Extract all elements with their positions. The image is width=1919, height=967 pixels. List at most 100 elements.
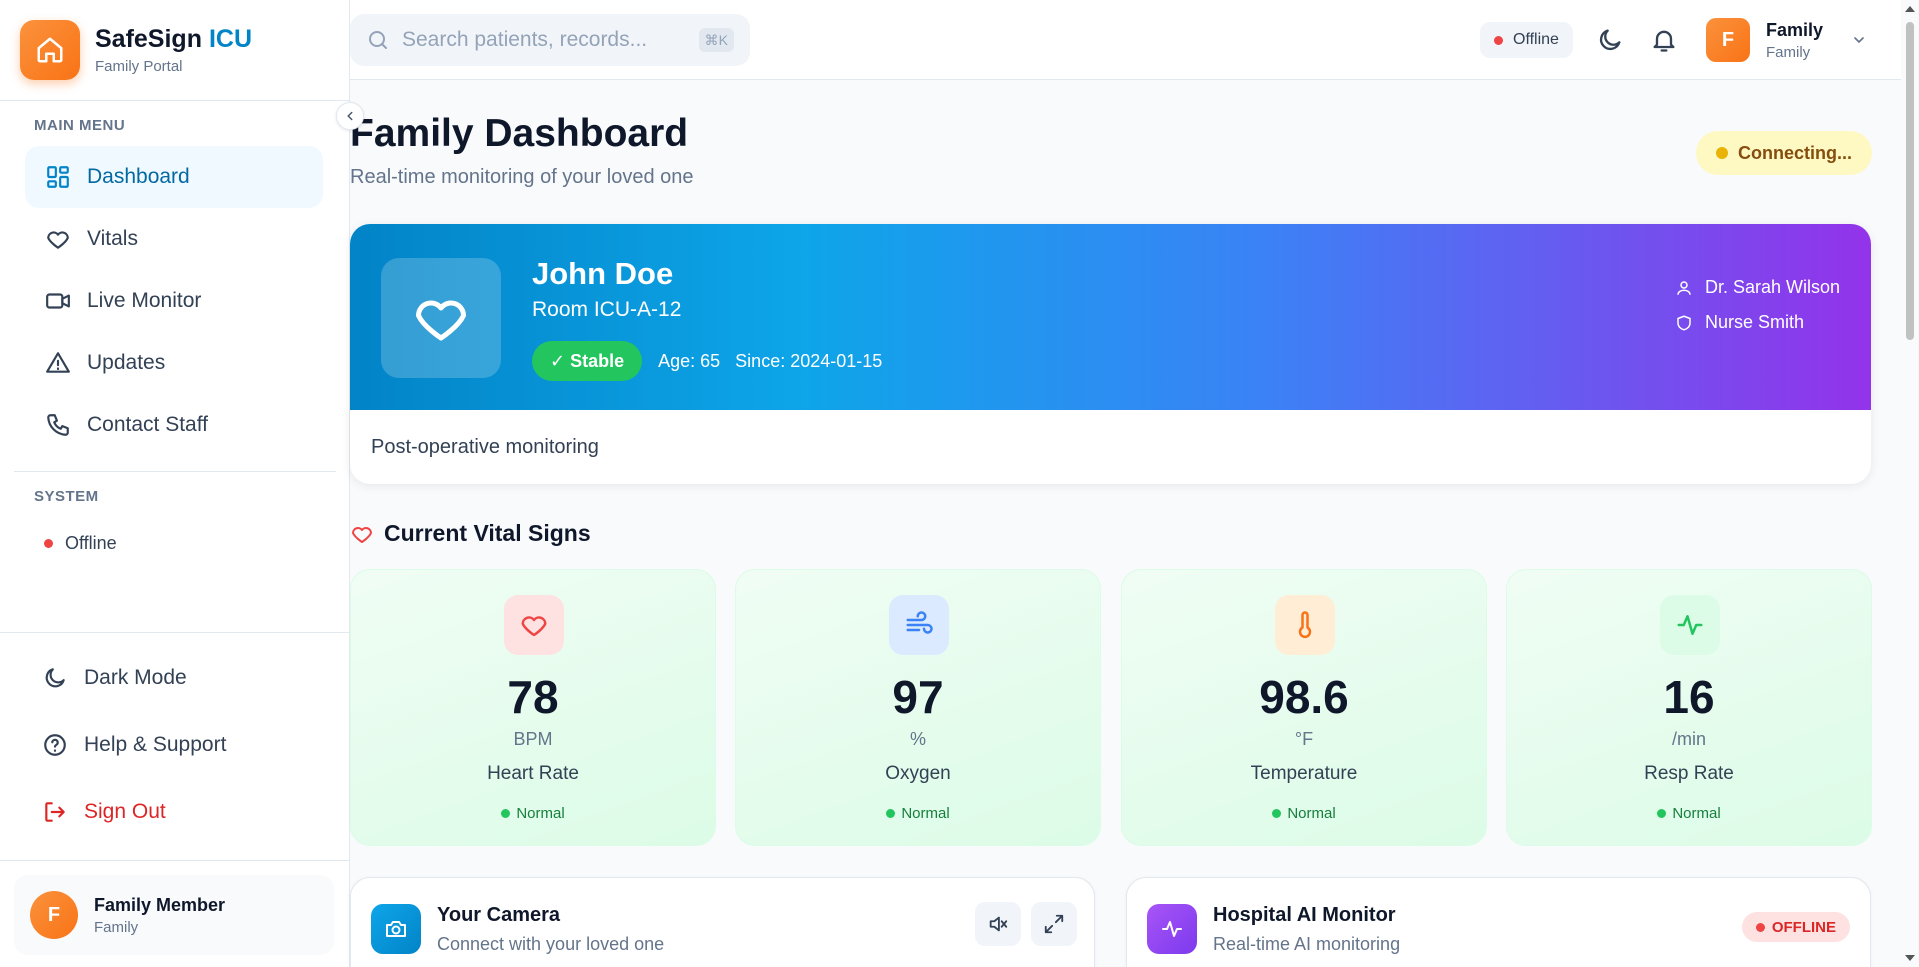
- vital-status: Normal: [1507, 805, 1871, 822]
- heart-icon: [47, 231, 69, 249]
- doctor-name: Dr. Sarah Wilson: [1705, 277, 1841, 297]
- topbar: ⌘K Offline F Family Family: [350, 0, 1901, 80]
- page-title: Family Dashboard: [350, 112, 689, 155]
- main-menu-title: MAIN MENU: [34, 117, 126, 134]
- sidebar-item-contact-staff[interactable]: Contact Staff: [25, 394, 323, 456]
- activity-icon: [1660, 595, 1720, 655]
- scrollbar-thumb[interactable]: [1906, 22, 1914, 340]
- vital-card-temperature[interactable]: 98.6 °F Temperature Normal: [1121, 569, 1487, 846]
- ai-monitor-subtitle: Real-time AI monitoring: [1213, 934, 1401, 954]
- connection-status-label: Offline: [1513, 31, 1559, 48]
- avatar: F: [30, 891, 78, 939]
- vital-unit: /min: [1671, 729, 1706, 749]
- sidebar-item-live-monitor[interactable]: Live Monitor: [25, 270, 323, 332]
- system-status: Offline: [44, 533, 117, 554]
- vital-status-label: Normal: [1287, 805, 1336, 822]
- status-dot: [501, 809, 511, 818]
- vital-value: 97: [892, 671, 944, 723]
- scroll-up-icon[interactable]: [1905, 6, 1915, 12]
- collapse-sidebar-button[interactable]: [336, 102, 364, 130]
- user-name: Family Member: [94, 894, 226, 915]
- volume-mute-icon: [989, 916, 1008, 932]
- vital-status: Normal: [736, 805, 1100, 822]
- vital-status-label: Normal: [1672, 805, 1721, 822]
- brand-subtitle: Family Portal: [95, 58, 183, 75]
- patient-meta: ✓ Stable Age: 65 Since: 2024-01-15: [532, 341, 882, 381]
- user-role: Family: [1766, 43, 1811, 61]
- wind-icon: [889, 595, 949, 655]
- avatar: F: [1706, 18, 1750, 62]
- brand[interactable]: SafeSign ICU Family Portal: [20, 20, 252, 80]
- ai-monitor-panel: Hospital AI Monitor Real-time AI monitor…: [1126, 877, 1871, 967]
- sidebar-item-label: Contact Staff: [87, 413, 209, 436]
- dark-mode-label: Dark Mode: [84, 666, 187, 689]
- divider: [14, 471, 336, 472]
- mute-button[interactable]: [975, 902, 1021, 946]
- vital-label: Temperature: [1250, 763, 1358, 784]
- vital-label: Oxygen: [885, 763, 951, 784]
- camera-subtitle: Connect with your loved one: [437, 934, 665, 954]
- patient-name: John Doe: [532, 256, 674, 291]
- user-name: Family: [1766, 19, 1824, 40]
- vital-status: Normal: [351, 805, 715, 822]
- maximize-icon: [1044, 914, 1064, 934]
- sidebar-item-label: Updates: [87, 351, 166, 374]
- sidebar-item-label: Dashboard: [87, 165, 190, 188]
- scrollbar[interactable]: [1901, 0, 1919, 967]
- sidebar-item-vitals[interactable]: Vitals: [25, 208, 323, 270]
- vital-label: Heart Rate: [487, 763, 579, 784]
- scroll-down-icon[interactable]: [1905, 955, 1915, 961]
- divider: [0, 100, 350, 101]
- vital-card-heart-rate[interactable]: 78 BPM Heart Rate Normal: [350, 569, 716, 846]
- vital-value: 78: [507, 671, 559, 723]
- thermometer-icon: [1275, 595, 1335, 655]
- shortcut-badge: ⌘K: [698, 28, 734, 52]
- main-content: Family Dashboard Real-time monitoring of…: [350, 80, 1901, 967]
- dark-mode-button[interactable]: Dark Mode: [42, 665, 187, 691]
- status-dot: [1657, 809, 1667, 818]
- brand-name: SafeSign ICU: [95, 25, 252, 53]
- dashboard-icon: [47, 166, 69, 188]
- vitals-section-title: Current Vital Signs: [350, 520, 591, 547]
- search-input[interactable]: [402, 28, 682, 52]
- heart-icon: [504, 595, 564, 655]
- shield-icon: [1677, 315, 1691, 330]
- fullscreen-button[interactable]: [1031, 902, 1077, 946]
- divider: [0, 632, 350, 633]
- camera-icon: [371, 904, 421, 954]
- vital-label: Resp Rate: [1644, 763, 1734, 784]
- patient-since: Since: 2024-01-15: [735, 350, 883, 371]
- sidebar-item-dashboard[interactable]: Dashboard: [25, 146, 323, 208]
- sidebar: SafeSign ICU Family Portal MAIN MENU Das…: [0, 0, 350, 967]
- nurse-info: Nurse Smith: [1675, 312, 1804, 333]
- divider: [0, 860, 350, 861]
- vital-card-oxygen[interactable]: 97 % Oxygen Normal: [735, 569, 1101, 846]
- activity-icon: [1147, 904, 1197, 954]
- status-badge-label: OFFLINE: [1771, 918, 1836, 936]
- moon-icon[interactable]: [1596, 26, 1624, 54]
- vital-card-resp-rate[interactable]: 16 /min Resp Rate Normal: [1506, 569, 1872, 846]
- sidebar-item-updates[interactable]: Updates: [25, 332, 323, 394]
- search-box[interactable]: ⌘K: [350, 14, 750, 66]
- vitals-title: Current Vital Signs: [384, 520, 591, 546]
- sidebar-item-label: Vitals: [87, 227, 138, 250]
- system-status-label: Offline: [65, 533, 117, 553]
- user-menu[interactable]: F Family Family: [1706, 18, 1867, 62]
- status-dot: [1494, 35, 1503, 45]
- help-support-button[interactable]: Help & Support: [42, 732, 226, 758]
- status-dot: [1755, 922, 1765, 932]
- home-icon: [20, 20, 80, 80]
- ai-monitor-title: Hospital AI Monitor: [1213, 904, 1396, 926]
- user-card[interactable]: F Family Member Family: [14, 875, 334, 955]
- patient-age: Age: 65: [658, 350, 721, 371]
- doctor-info: Dr. Sarah Wilson: [1675, 277, 1840, 298]
- phone-icon: [47, 414, 69, 436]
- status-badge: ✓ Stable: [532, 341, 643, 381]
- sign-out-button[interactable]: Sign Out: [42, 799, 166, 825]
- connection-label: Connecting...: [1738, 142, 1852, 163]
- connection-status-badge: Offline: [1480, 22, 1573, 58]
- bell-icon[interactable]: [1650, 26, 1678, 54]
- status-badge: OFFLINE: [1741, 912, 1850, 942]
- vital-status-label: Normal: [901, 805, 950, 822]
- vital-status: Normal: [1122, 805, 1486, 822]
